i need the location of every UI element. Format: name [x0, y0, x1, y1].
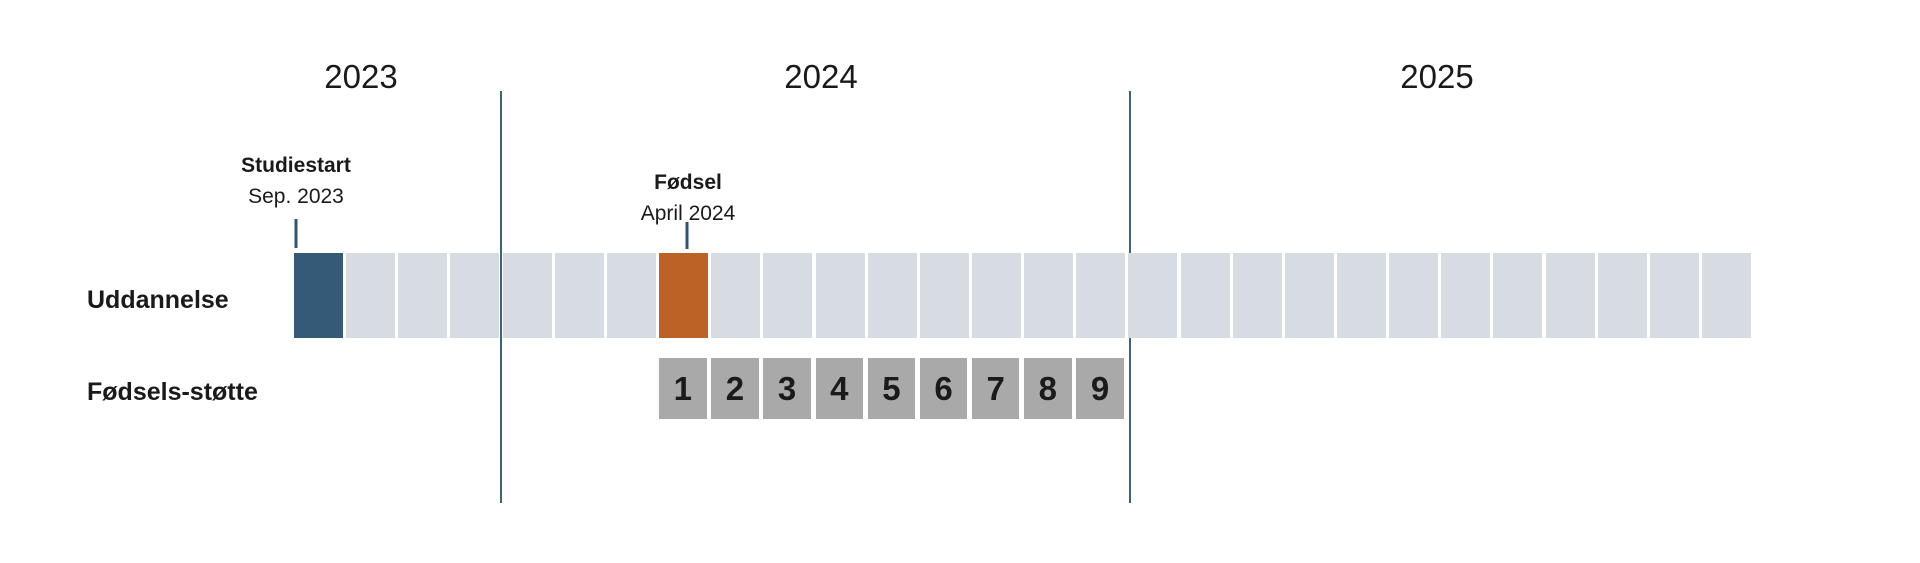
row-label-foedsels-stoette: Fødsels-støtte: [87, 378, 258, 406]
annotation-foedsel-date: April 2024: [640, 202, 736, 225]
uddannelse-month-cell-22: [1389, 253, 1439, 338]
year-label-2024: 2024: [784, 58, 858, 95]
uddannelse-month-cell-25: [1545, 253, 1595, 338]
foedsels-stoette-cell-3: 3: [763, 358, 811, 419]
uddannelse-month-cell-16: [1076, 253, 1126, 338]
foedsels-stoette-cell-9: 9: [1076, 358, 1124, 419]
annotation-foedsel-title: Fødsel: [654, 171, 722, 194]
uddannelse-month-cell-14: [971, 253, 1021, 338]
uddannelse-month-cell-18: [1180, 253, 1230, 338]
foedsels-stoette-cell-6: 6: [919, 358, 968, 419]
uddannelse-month-cell-studiestart: [294, 253, 343, 338]
uddannelse-month-cell-9: [711, 253, 761, 338]
annotation-studiestart-title: Studiestart: [241, 154, 351, 177]
uddannelse-month-cell-28: [1702, 253, 1752, 338]
annotation-foedsel: Fødsel April 2024: [641, 167, 736, 229]
uddannelse-month-cell-7: [606, 253, 656, 338]
studiestart-tick-mark: [294, 219, 298, 248]
uddannelse-month-cell-20: [1284, 253, 1334, 338]
foedsels-stoette-cell-4: 4: [815, 358, 863, 419]
uddannelse-month-cell-24: [1493, 253, 1543, 338]
year-divider-2023-2024: [500, 91, 502, 503]
uddannelse-month-cell-12: [867, 253, 917, 338]
annotation-studiestart-date: Sep. 2023: [248, 185, 344, 208]
row-label-uddannelse: Uddannelse: [87, 286, 229, 314]
foedsels-stoette-cell-8: 8: [1024, 358, 1072, 419]
uddannelse-month-cell-3: [398, 253, 448, 338]
uddannelse-month-cell-foedsel: [659, 253, 709, 338]
uddannelse-month-cell-5: [502, 253, 552, 338]
uddannelse-month-cell-11: [815, 253, 865, 338]
uddannelse-month-cell-13: [919, 253, 969, 338]
uddannelse-month-cell-15: [1024, 253, 1074, 338]
annotation-studiestart: Studiestart Sep. 2023: [241, 150, 351, 212]
uddannelse-month-cell-23: [1441, 253, 1491, 338]
year-label-2023: 2023: [324, 58, 398, 95]
year-label-2025: 2025: [1400, 58, 1474, 95]
uddannelse-month-cell-4: [450, 253, 500, 338]
uddannelse-month-cell-19: [1232, 253, 1282, 338]
foedsels-stoette-cell-2: 2: [711, 358, 759, 419]
foedsel-tick-mark: [685, 222, 689, 249]
uddannelse-month-cell-6: [554, 253, 604, 338]
uddannelse-month-cell-27: [1649, 253, 1699, 338]
uddannelse-month-cell-2: [346, 253, 396, 338]
foedsels-stoette-cell-1: 1: [659, 358, 707, 419]
foedsels-stoette-cell-5: 5: [867, 358, 916, 419]
foedsels-stoette-cell-7: 7: [971, 358, 1020, 419]
uddannelse-month-cell-26: [1597, 253, 1647, 338]
uddannelse-month-cell-10: [763, 253, 813, 338]
uddannelse-month-cell-17: [1128, 253, 1178, 338]
uddannelse-month-cell-21: [1337, 253, 1386, 338]
